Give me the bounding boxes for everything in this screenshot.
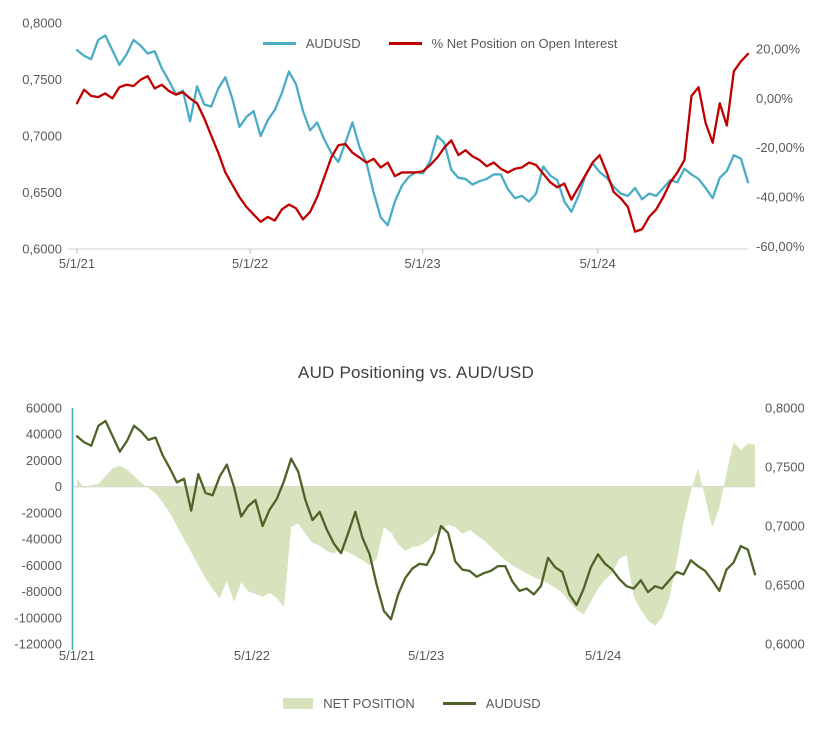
- net-position-area-swatch: [283, 697, 314, 709]
- x-tick-label: 5/1/22: [234, 648, 270, 663]
- legend-item-audusd: AUDUSD: [262, 35, 361, 51]
- left-axis-tick-label: 0: [55, 479, 62, 494]
- right-axis-tick-label: 0,7000: [765, 519, 805, 534]
- top-chart-legend: AUDUSD % Net Position on Open Interest: [180, 34, 700, 52]
- left-axis-tick-label: -80000: [22, 584, 62, 599]
- x-tick-label: 5/1/24: [580, 256, 616, 271]
- left-axis-tick-label: 0,6000: [22, 242, 62, 257]
- legend-label-audusd: AUDUSD: [305, 35, 361, 51]
- right-axis-tick-label: -20,00%: [756, 140, 805, 155]
- x-tick-label: 5/1/21: [59, 648, 95, 663]
- legend-label-net-pct: % Net Position on Open Interest: [431, 35, 618, 51]
- audusd-dark-line-swatch: [442, 701, 476, 705]
- right-axis-tick-label: 0,8000: [765, 401, 805, 416]
- -net-position-on-open-interest-line-series: [75, 52, 750, 233]
- left-axis-tick-label: -20000: [22, 505, 62, 520]
- right-axis-tick-label: -40,00%: [756, 190, 805, 205]
- x-tick-label: 5/1/23: [404, 256, 440, 271]
- left-axis-tick-label: -100000: [14, 610, 62, 625]
- right-axis-tick-label: 0,7500: [765, 460, 805, 475]
- audusd-line-series: [75, 419, 757, 621]
- left-axis-tick-label: -60000: [22, 558, 62, 573]
- left-axis-tick-label: -40000: [22, 532, 62, 547]
- left-axis-tick-label: 0,7000: [22, 129, 62, 144]
- x-tick-label: 5/1/21: [59, 256, 95, 271]
- left-axis-tick-label: -120000: [14, 637, 62, 652]
- audusd-vs-net-position-chart: 5/1/21 5/1/22 5/1/23 5/1/24 0,8000 0,7500 0,70…: [22, 16, 805, 272]
- bottom-chart-legend: NET POSITION AUDUSD: [152, 694, 672, 712]
- legend-item-net-position: NET POSITION: [283, 696, 415, 711]
- audusd-line-swatch: [262, 41, 296, 45]
- right-axis-tick-label: 20,00%: [756, 41, 801, 56]
- left-axis-tick-label: 0,6500: [22, 185, 62, 200]
- right-axis-tick-label: 0,6000: [765, 637, 805, 652]
- x-tick-label: 5/1/23: [408, 648, 444, 663]
- right-axis-tick-label: -60,00%: [756, 239, 805, 254]
- net-position-area-series: [77, 442, 755, 626]
- chart-plot-area: 5/1/21 5/1/22 5/1/23 5/1/24 0,8000 0,7500 0,70…: [22, 16, 805, 272]
- chart-plot-area: 5/1/21 5/1/22 5/1/23 5/1/24 60000 40000 20000 0…: [14, 401, 804, 664]
- left-axis-tick-label: 0,7500: [22, 72, 62, 87]
- audusd-line-series: [75, 34, 750, 227]
- legend-item-net-pct: % Net Position on Open Interest: [388, 35, 618, 51]
- legend-label-audusd-dark: AUDUSD: [485, 695, 541, 711]
- legend-label-net-position: NET POSITION: [323, 695, 415, 711]
- left-axis-tick-label: 20000: [26, 453, 62, 468]
- aud-positioning-chart: 5/1/21 5/1/22 5/1/23 5/1/24 60000 40000 20000 0…: [14, 401, 804, 664]
- legend-item-audusd-dark: AUDUSD: [442, 695, 541, 711]
- right-axis-tick-label: 0,00%: [756, 91, 793, 106]
- left-axis-tick-label: 40000: [26, 427, 62, 442]
- left-axis-tick-label: 0,8000: [22, 16, 62, 31]
- net-position-pct-line-swatch: [388, 41, 422, 45]
- bottom-chart-title: AUD Positioning vs. AUD/USD: [298, 363, 534, 382]
- x-tick-label: 5/1/24: [585, 648, 621, 663]
- left-axis-tick-label: 60000: [26, 401, 62, 416]
- x-tick-label: 5/1/22: [232, 256, 268, 271]
- right-axis-tick-label: 0,6500: [765, 578, 805, 593]
